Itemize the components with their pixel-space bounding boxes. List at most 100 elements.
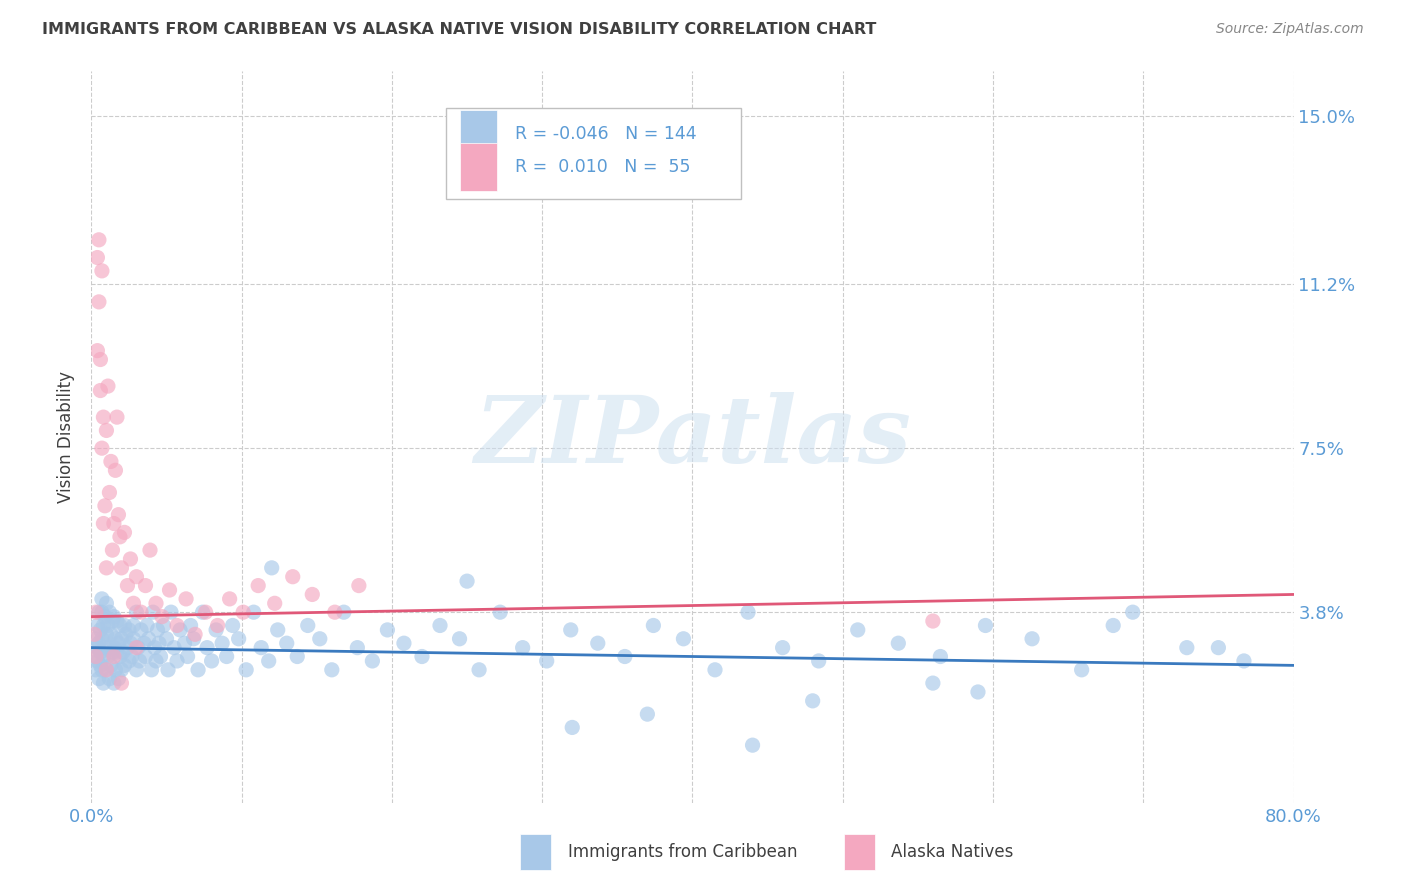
Point bbox=[129, 623, 152, 637]
Point bbox=[90, 605, 112, 619]
Point bbox=[89, 645, 111, 659]
Point bbox=[922, 676, 945, 690]
Point bbox=[98, 640, 121, 655]
Point bbox=[94, 609, 117, 624]
Point bbox=[807, 654, 830, 668]
Point bbox=[160, 605, 183, 619]
Point bbox=[103, 516, 125, 531]
Point bbox=[134, 649, 156, 664]
Point bbox=[139, 543, 162, 558]
Point bbox=[449, 632, 471, 646]
Point bbox=[110, 561, 132, 575]
Point bbox=[93, 649, 115, 664]
Point bbox=[125, 640, 148, 655]
Point bbox=[173, 636, 195, 650]
Point bbox=[146, 623, 169, 637]
Point bbox=[456, 574, 478, 589]
Point bbox=[125, 570, 148, 584]
Point bbox=[184, 627, 207, 641]
Point bbox=[613, 649, 636, 664]
Point bbox=[308, 632, 330, 646]
Point bbox=[86, 618, 108, 632]
Point bbox=[87, 605, 110, 619]
Point bbox=[101, 614, 124, 628]
Point bbox=[361, 654, 384, 668]
Point bbox=[183, 632, 205, 646]
Point bbox=[150, 609, 173, 624]
Point bbox=[117, 578, 139, 592]
Point bbox=[561, 721, 583, 735]
Point bbox=[84, 663, 107, 677]
Point bbox=[103, 640, 125, 655]
Point bbox=[157, 663, 180, 677]
Point bbox=[149, 649, 172, 664]
Point bbox=[107, 672, 129, 686]
Point bbox=[108, 618, 131, 632]
Point bbox=[98, 672, 121, 686]
Point bbox=[276, 636, 298, 650]
Point bbox=[148, 636, 170, 650]
Point bbox=[129, 605, 152, 619]
Point bbox=[94, 499, 117, 513]
Point bbox=[512, 640, 534, 655]
Point bbox=[100, 658, 122, 673]
Point bbox=[195, 640, 218, 655]
Point bbox=[101, 543, 124, 558]
Point bbox=[93, 618, 115, 632]
Point bbox=[737, 605, 759, 619]
Point bbox=[89, 658, 111, 673]
Point bbox=[772, 640, 794, 655]
Point bbox=[145, 596, 167, 610]
Point bbox=[145, 654, 167, 668]
Point bbox=[142, 605, 165, 619]
Point bbox=[86, 640, 108, 655]
FancyBboxPatch shape bbox=[446, 108, 741, 200]
Point bbox=[114, 658, 136, 673]
Point bbox=[136, 618, 159, 632]
Point bbox=[87, 636, 110, 650]
Point bbox=[105, 645, 128, 659]
Point bbox=[121, 649, 143, 664]
Point bbox=[120, 552, 142, 566]
Point bbox=[104, 632, 127, 646]
Point bbox=[232, 605, 254, 619]
Point bbox=[166, 654, 188, 668]
Point bbox=[221, 618, 243, 632]
Point bbox=[643, 618, 665, 632]
Point bbox=[974, 618, 997, 632]
Point bbox=[247, 578, 270, 592]
Point bbox=[125, 605, 148, 619]
Point bbox=[108, 530, 131, 544]
Point bbox=[90, 591, 112, 606]
Point bbox=[201, 654, 224, 668]
Point bbox=[138, 632, 160, 646]
Point bbox=[89, 623, 111, 637]
Point bbox=[90, 632, 112, 646]
Point bbox=[321, 663, 343, 677]
Point bbox=[122, 596, 145, 610]
Point bbox=[922, 614, 945, 628]
Point bbox=[489, 605, 512, 619]
Point bbox=[297, 618, 319, 632]
Point bbox=[101, 645, 124, 659]
Point bbox=[90, 441, 112, 455]
Point bbox=[242, 605, 264, 619]
Point bbox=[468, 663, 491, 677]
Point bbox=[205, 623, 228, 637]
Point bbox=[89, 384, 111, 398]
Point bbox=[86, 251, 108, 265]
Point bbox=[110, 632, 132, 646]
Point bbox=[560, 623, 582, 637]
Point bbox=[187, 663, 209, 677]
Point bbox=[301, 587, 323, 601]
Point bbox=[887, 636, 910, 650]
Point bbox=[83, 627, 105, 641]
Point bbox=[96, 424, 118, 438]
Point bbox=[141, 663, 163, 677]
Point bbox=[97, 379, 120, 393]
Point bbox=[93, 410, 115, 425]
Point bbox=[929, 649, 952, 664]
Point bbox=[104, 463, 127, 477]
Point bbox=[1102, 618, 1125, 632]
Point bbox=[134, 578, 156, 592]
